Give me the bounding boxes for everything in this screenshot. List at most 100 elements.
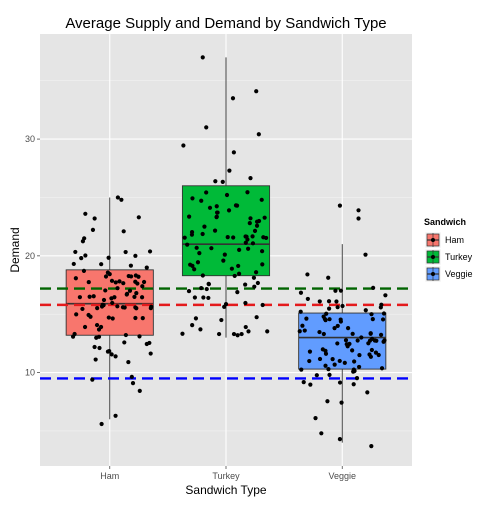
point-veggie — [359, 335, 364, 340]
point-ham — [77, 295, 82, 300]
point-veggie — [381, 339, 386, 344]
point-ham — [82, 324, 88, 330]
legend-label-veggie: Veggie — [445, 269, 473, 279]
point-turkey — [214, 210, 220, 215]
point-ham — [95, 305, 100, 311]
point-veggie — [307, 349, 313, 354]
point-ham — [71, 261, 76, 267]
point-veggie — [307, 358, 312, 364]
point-turkey — [237, 247, 242, 252]
point-turkey — [235, 333, 240, 338]
point-turkey — [250, 234, 255, 239]
point-turkey — [195, 260, 201, 265]
point-veggie — [357, 364, 362, 370]
point-turkey — [222, 304, 227, 309]
point-ham — [122, 340, 127, 345]
point-veggie — [373, 350, 379, 355]
point-veggie — [383, 293, 388, 298]
point-turkey — [194, 245, 199, 250]
point-turkey — [252, 228, 258, 233]
point-ham — [139, 295, 145, 300]
point-turkey — [207, 205, 213, 210]
point-ham — [91, 294, 96, 299]
point-ham — [73, 249, 78, 255]
point-turkey — [199, 198, 204, 203]
point-turkey — [190, 196, 195, 201]
point-turkey — [235, 290, 240, 295]
point-veggie — [326, 275, 331, 280]
point-ham — [135, 281, 140, 286]
point-ham — [128, 263, 133, 268]
point-ham — [113, 280, 118, 285]
point-ham — [121, 229, 126, 234]
point-veggie — [330, 357, 335, 362]
point-veggie — [305, 272, 310, 277]
legend-swatch-point — [431, 272, 435, 276]
point-ham — [92, 344, 97, 350]
point-turkey — [182, 235, 187, 240]
point-veggie — [352, 359, 357, 364]
legend-swatch-point — [431, 238, 435, 242]
point-veggie — [326, 299, 332, 304]
point-ham — [107, 349, 112, 354]
point-turkey — [204, 125, 209, 130]
point-ham — [112, 295, 117, 300]
point-veggie — [357, 352, 362, 358]
point-ham — [137, 334, 142, 339]
point-turkey — [180, 331, 185, 336]
point-veggie — [343, 338, 349, 343]
point-ham — [70, 334, 76, 339]
point-veggie — [345, 326, 351, 331]
point-ham — [140, 284, 145, 289]
point-turkey — [193, 316, 199, 321]
point-ham — [115, 286, 120, 291]
point-turkey — [202, 224, 207, 229]
point-ham — [93, 357, 98, 362]
y-tick-label: 30 — [25, 134, 35, 144]
point-turkey — [212, 228, 218, 233]
point-veggie — [325, 399, 330, 404]
point-ham — [103, 274, 109, 279]
point-veggie — [339, 400, 344, 405]
point-ham — [94, 335, 99, 340]
point-ham — [73, 276, 78, 281]
point-turkey — [243, 282, 248, 287]
point-ham — [124, 291, 130, 297]
point-turkey — [236, 263, 241, 269]
point-ham — [141, 279, 147, 285]
point-turkey — [231, 331, 237, 337]
y-axis-title: Demand — [8, 227, 22, 272]
point-veggie — [337, 358, 342, 364]
point-ham — [120, 305, 126, 310]
point-ham — [144, 341, 149, 347]
point-veggie — [354, 376, 360, 381]
point-ham — [132, 294, 137, 299]
point-veggie — [338, 319, 344, 324]
chart-title: Average Supply and Demand by Sandwich Ty… — [65, 15, 386, 32]
point-ham — [90, 377, 95, 382]
point-veggie — [380, 317, 386, 322]
point-veggie — [332, 326, 337, 331]
point-veggie — [302, 328, 307, 333]
point-ham — [99, 421, 104, 427]
point-turkey — [206, 295, 211, 301]
x-axis-title: Sandwich Type — [185, 483, 266, 497]
point-veggie — [365, 390, 370, 395]
point-ham — [109, 278, 115, 283]
point-veggie — [335, 341, 340, 346]
point-ham — [127, 288, 133, 293]
point-veggie — [313, 416, 318, 421]
point-ham — [80, 306, 85, 312]
point-veggie — [327, 372, 332, 377]
point-veggie — [337, 203, 343, 208]
point-turkey — [225, 235, 230, 240]
point-turkey — [227, 168, 232, 173]
point-veggie — [338, 288, 344, 293]
point-ham — [113, 354, 118, 359]
point-veggie — [317, 329, 322, 335]
y-tick-label: 10 — [25, 368, 35, 378]
point-veggie — [317, 356, 323, 362]
legend-label-turkey: Turkey — [445, 252, 473, 262]
point-turkey — [181, 143, 186, 148]
